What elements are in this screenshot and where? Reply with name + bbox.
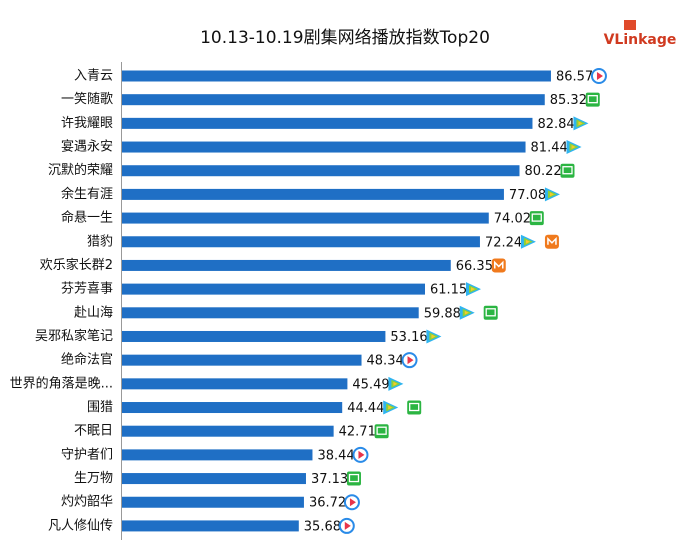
bar bbox=[122, 378, 348, 390]
value-label: 37.13 bbox=[311, 472, 348, 487]
platform-icon bbox=[464, 310, 469, 315]
chart-title: 10.13-10.19剧集网络播放指数Top20 bbox=[200, 28, 490, 48]
bar bbox=[122, 259, 451, 271]
value-label: 36.72 bbox=[309, 496, 346, 511]
bar bbox=[122, 212, 489, 224]
category-label: 猎豹 bbox=[87, 234, 113, 249]
category-label: 世界的角落是晚... bbox=[10, 375, 113, 391]
category-label: 入青云 bbox=[74, 69, 113, 84]
value-label: 35.68 bbox=[304, 519, 341, 534]
bar bbox=[122, 307, 419, 319]
platform-icon bbox=[409, 402, 420, 412]
category-label: 吴邪私家笔记 bbox=[35, 328, 113, 344]
value-label: 42.71 bbox=[339, 425, 376, 440]
bar bbox=[122, 496, 304, 508]
value-label: 48.34 bbox=[367, 354, 404, 369]
platform-icon bbox=[388, 405, 393, 410]
bar bbox=[122, 449, 313, 461]
category-label: 绝命法官 bbox=[61, 352, 113, 368]
value-label: 85.32 bbox=[550, 93, 587, 108]
value-label: 82.84 bbox=[537, 117, 574, 132]
category-label: 许我耀眼 bbox=[61, 116, 113, 131]
category-label: 生万物 bbox=[74, 471, 113, 486]
platform-icon bbox=[547, 236, 557, 245]
bar bbox=[122, 70, 551, 82]
category-label: 守护者们 bbox=[61, 447, 113, 462]
platform-icon bbox=[431, 334, 436, 339]
platform-icon bbox=[596, 72, 603, 80]
platform-icon bbox=[358, 450, 365, 459]
bar bbox=[122, 330, 386, 342]
value-label: 45.49 bbox=[352, 377, 389, 392]
bar bbox=[122, 188, 504, 200]
category-label: 余生有涯 bbox=[61, 186, 113, 202]
platform-icon bbox=[470, 287, 475, 292]
platform-icon bbox=[376, 426, 387, 435]
value-label: 81.44 bbox=[531, 141, 568, 156]
platform-icon bbox=[494, 260, 504, 269]
platform-icon bbox=[407, 356, 414, 365]
platform-icon bbox=[531, 213, 542, 222]
bar bbox=[122, 520, 299, 532]
platform-icon bbox=[549, 192, 554, 197]
category-label: 沉默的荣耀 bbox=[48, 162, 113, 178]
category-label: 宴遇永安 bbox=[61, 139, 113, 155]
bar bbox=[122, 94, 545, 106]
value-label: 72.24 bbox=[485, 235, 522, 250]
value-label: 44.44 bbox=[347, 401, 384, 416]
platform-icon bbox=[344, 521, 351, 530]
logo: VLinkage bbox=[604, 20, 677, 48]
bar bbox=[122, 473, 306, 485]
value-label: 53.16 bbox=[390, 330, 427, 345]
bar bbox=[122, 141, 526, 153]
bar bbox=[122, 402, 343, 414]
category-label: 不眠日 bbox=[74, 424, 113, 439]
category-label: 围猎 bbox=[87, 400, 113, 415]
bar bbox=[122, 425, 334, 437]
bar bbox=[122, 354, 362, 366]
platform-icon bbox=[348, 473, 360, 483]
value-label: 66.35 bbox=[456, 259, 493, 274]
value-label: 74.02 bbox=[494, 212, 531, 227]
category-label: 命悬一生 bbox=[61, 210, 113, 226]
category-label: 一笑随歌 bbox=[61, 91, 113, 107]
platform-icon bbox=[525, 239, 530, 244]
value-label: 38.44 bbox=[317, 448, 354, 463]
bar bbox=[122, 117, 533, 129]
logo-text: VLinkage bbox=[604, 32, 677, 48]
bar bbox=[122, 283, 425, 295]
platform-icon bbox=[578, 121, 583, 126]
value-label: 59.88 bbox=[424, 306, 461, 321]
bar bbox=[122, 165, 520, 177]
platform-icon bbox=[393, 381, 398, 386]
platform-icon bbox=[587, 95, 598, 104]
value-label: 80.22 bbox=[524, 164, 561, 179]
platform-icon bbox=[571, 145, 576, 150]
value-label: 86.57 bbox=[556, 70, 593, 85]
platform-icon bbox=[562, 166, 573, 175]
category-label: 灼灼韶华 bbox=[61, 494, 113, 510]
value-label: 61.15 bbox=[430, 283, 467, 298]
value-label: 77.08 bbox=[509, 188, 546, 203]
category-label: 芬芳喜事 bbox=[61, 282, 113, 297]
logo-icon bbox=[624, 20, 636, 30]
category-label: 赴山海 bbox=[74, 305, 113, 320]
platform-icon bbox=[349, 498, 356, 507]
bar bbox=[122, 236, 480, 248]
platform-icon bbox=[485, 308, 496, 317]
category-label: 凡人修仙传 bbox=[48, 518, 113, 533]
category-label: 欢乐家长群2 bbox=[40, 257, 113, 273]
